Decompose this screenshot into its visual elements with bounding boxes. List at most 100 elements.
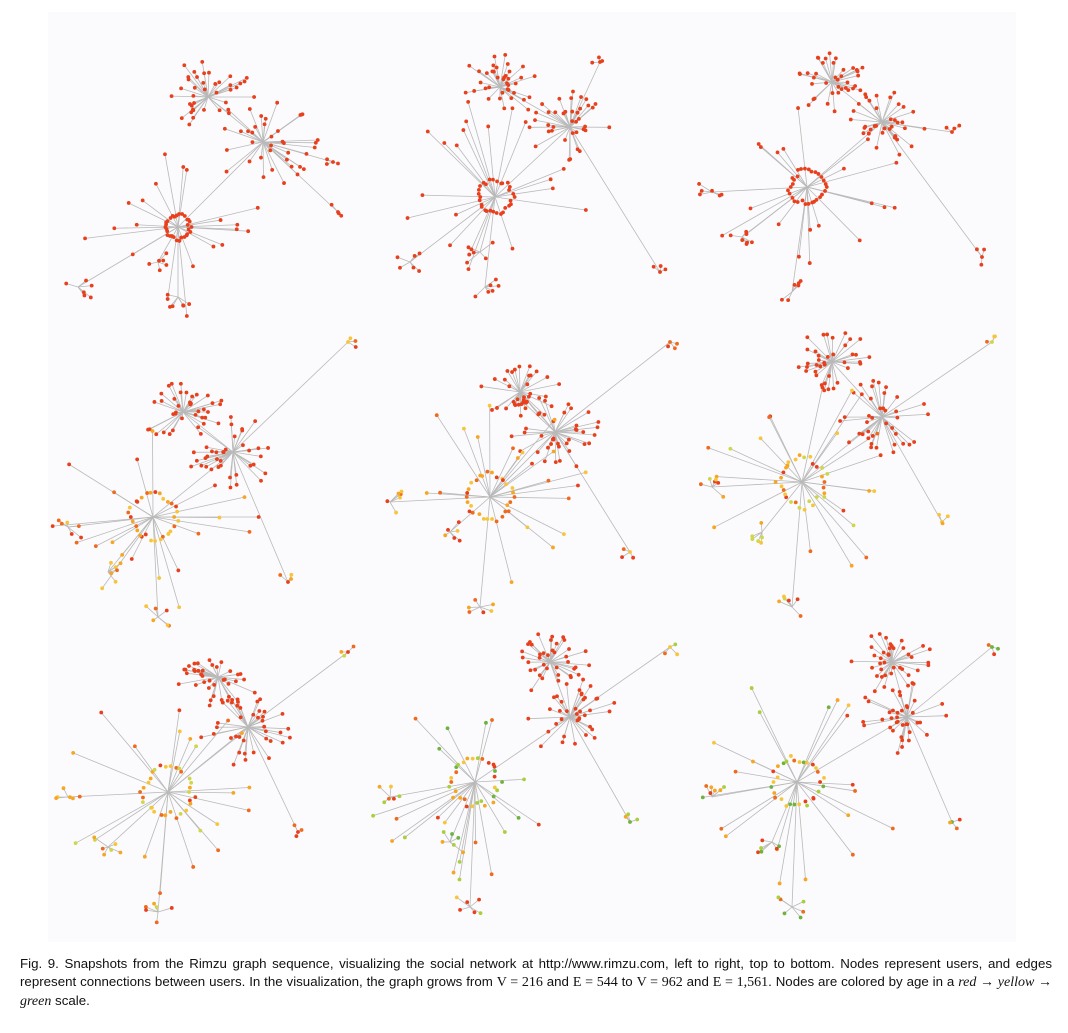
graph-node [553,460,558,465]
graph-node [144,908,148,912]
graph-node [543,394,548,399]
graph-node [552,417,557,422]
graph-node [537,655,542,660]
graph-edge [397,256,411,263]
graph-node [557,709,562,713]
graph-node [861,719,866,724]
graph-node [502,830,507,834]
graph-node [477,69,481,74]
graph-node [814,464,819,469]
graph-node [163,813,168,818]
graph-node [215,725,219,730]
graph-node [847,440,851,445]
graph-node [867,98,872,103]
graph-node [892,118,897,122]
graph-edge [881,97,891,123]
graph-node [113,565,118,569]
graph-edge [549,708,571,718]
graph-edge [389,496,491,503]
graph-node [242,677,246,682]
graph-node [385,499,390,504]
graph-node [697,182,701,186]
graph-edge [801,433,878,483]
graph-node [944,125,949,130]
graph-node [901,441,906,446]
graph-node [575,110,580,115]
graph-node [550,128,554,133]
graph-node [509,434,514,439]
graph-node [590,60,595,65]
graph-edge [860,384,883,418]
graph-node [954,826,959,831]
graph-node [488,208,493,213]
graph-edge [519,375,532,393]
graph-edge [499,86,529,110]
graph-node [289,577,293,581]
graph-node [172,396,177,401]
graph-node [151,618,156,623]
graph-node [884,421,889,426]
graph-node [275,100,280,105]
graph-node [862,723,867,728]
graph-node [588,724,592,729]
graph-node [797,505,802,510]
graph-node [467,63,472,68]
graph-node [773,795,777,800]
graph-node [866,699,871,704]
graph-node [526,107,531,112]
graph-node [858,337,863,341]
graph-edge [569,126,578,150]
graph-edge [465,86,501,94]
graph-node [167,432,172,436]
graph-node [194,744,199,749]
graph-edge [831,361,849,369]
graph-edge [167,731,181,793]
graph-edge [479,606,492,612]
graph-edge [554,428,576,433]
graph-node [471,250,476,255]
graph-node [211,731,216,736]
graph-edge [152,516,180,608]
graph-node [492,774,497,779]
graph-node [278,730,283,735]
graph-node [211,694,216,699]
graph-node [542,459,547,464]
graph-node [546,478,551,483]
graph-node [222,126,227,131]
graph-node [980,255,984,259]
graph-node [814,373,819,378]
graph-node [495,179,499,184]
graph-edge [823,334,833,363]
graph-node [535,450,540,455]
graph-edge [891,661,929,664]
graph-edge [67,516,154,528]
graph-node [472,89,477,93]
graph-edge [881,121,906,129]
graph-node [823,56,828,61]
graph-edge [453,781,476,873]
graph-node [453,789,458,794]
graph-node [796,167,800,172]
graph-node [549,404,554,409]
graph-node [781,761,786,766]
graph-node [118,850,123,855]
graph-node [798,72,802,76]
graph-node [263,116,268,121]
graph-node [891,646,896,651]
graph-node [339,213,344,218]
graph-node [202,71,207,76]
graph-edge [232,451,261,457]
graph-edge [806,121,883,188]
graph-edge [444,781,476,823]
graph-edge [217,662,222,678]
graph-node [813,369,818,374]
graph-node [454,212,458,217]
graph-node [563,138,567,142]
graph-node [120,552,125,557]
graph-node [282,181,286,185]
graph-node [187,122,192,127]
graph-node [248,463,253,468]
graph-edge [422,194,496,198]
graph-node [510,106,515,111]
graph-node [783,492,788,497]
